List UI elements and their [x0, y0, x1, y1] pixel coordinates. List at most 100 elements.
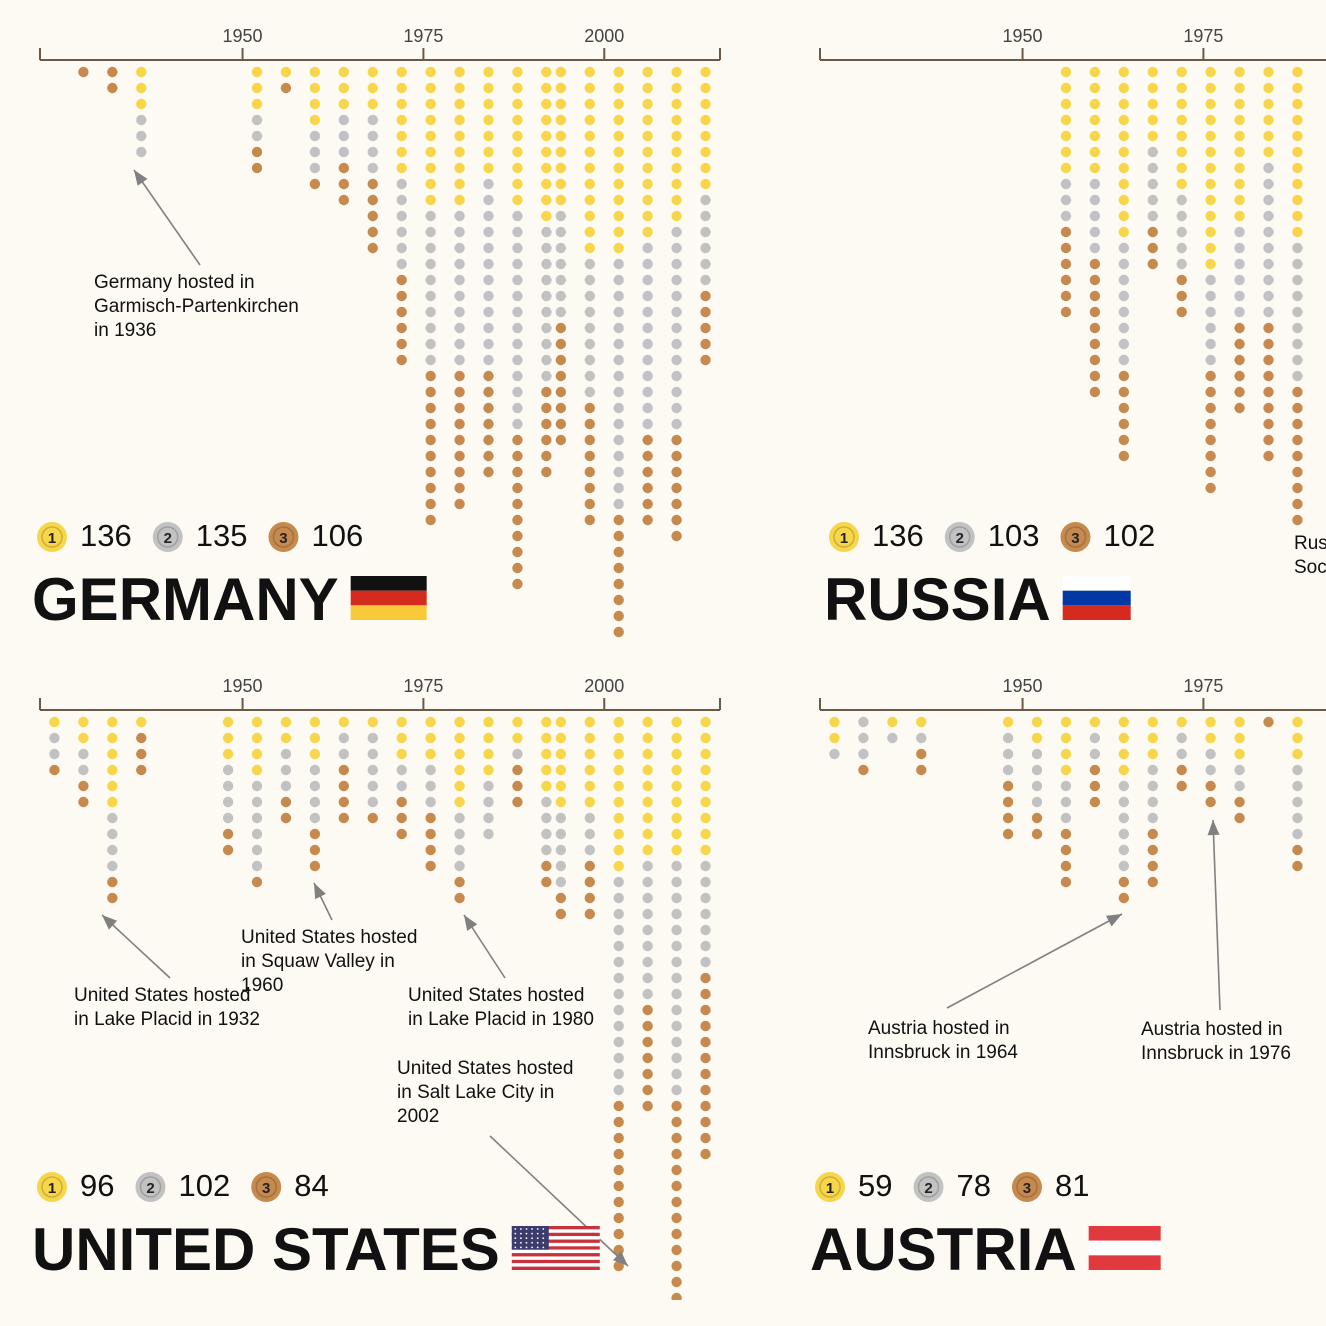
silver-medal-dot-2002 [613, 940, 624, 952]
bronze-medal-dot-1968 [1147, 828, 1158, 840]
silver-medal-dot-1952 [251, 844, 263, 856]
bronze-medal-dot-1960 [309, 178, 321, 190]
gold-medal-dot-1994 [555, 114, 567, 126]
gold-medal-dot-1988 [512, 146, 523, 158]
gold-medal-dot-1992 [541, 716, 552, 728]
bronze-medal-dot-2002 [613, 594, 624, 606]
bronze-medal-dot-1936 [136, 748, 147, 760]
gold-medal-dot-1998 [584, 66, 595, 78]
gold-medal-dot-1976 [425, 194, 436, 206]
bronze-medal-icon [1011, 1172, 1042, 1202]
gold-medal-dot-1980 [1234, 130, 1245, 142]
gold-medal-dot-1968 [1147, 716, 1158, 728]
bronze-medal-dot-2010 [671, 514, 682, 526]
gold-medal-dot-1988 [1292, 66, 1303, 78]
gold-medal-dot-1960 [309, 114, 321, 126]
gold-medal-dot-1960 [1089, 146, 1101, 158]
gold-medal-dot-1994 [555, 716, 567, 728]
silver-medal-dot-1964 [338, 732, 350, 744]
gold-medal-dot-1994 [555, 82, 567, 94]
silver-medal-dot-2002 [613, 924, 624, 936]
bronze-medal-dot-1988 [1292, 434, 1303, 446]
gold-medal-dot-1948 [222, 716, 234, 728]
silver-medal-dot-1988 [512, 210, 523, 222]
silver-medal-dot-2010 [671, 274, 682, 286]
bronze-medal-dot-1972 [396, 796, 407, 808]
silver-medal-dot-1960 [309, 162, 321, 174]
silver-medal-dot-1988 [512, 290, 523, 302]
silver-medal-dot-1956 [1060, 812, 1072, 824]
bronze-medal-dot-1988 [1292, 844, 1303, 856]
annotation-line: in Lake Placid in 1980 [408, 1009, 594, 1030]
gold-medal-dot-1976 [1205, 242, 1216, 254]
gold-medal-dot-2010 [671, 98, 682, 110]
bronze-medal-count: 102 [1103, 518, 1155, 553]
gold-medal-dot-1980 [1234, 732, 1245, 744]
gold-medal-dot-1992 [541, 130, 552, 142]
arrowhead-icon [1105, 914, 1122, 927]
silver-medal-dot-1976 [1205, 748, 1216, 760]
bronze-medal-dot-1994 [555, 354, 567, 366]
silver-medal-dot-2002 [613, 1036, 624, 1048]
bronze-medal-dot-1948 [1002, 796, 1014, 808]
bronze-medal-dot-2002 [613, 1164, 624, 1176]
gold-medal-dot-1988 [1292, 226, 1303, 238]
gold-medal-dot-1988 [512, 178, 523, 190]
silver-medal-dot-2006 [642, 956, 653, 968]
silver-medal-dot-1960 [1089, 732, 1101, 744]
arrowhead-icon [612, 1251, 628, 1266]
bronze-medal-dot-1928 [78, 796, 89, 808]
gold-medal-dot-1952 [251, 764, 263, 776]
bronze-medal-dot-2014 [700, 1036, 711, 1048]
silver-medal-dot-1984 [483, 274, 494, 286]
gold-medal-dot-1980 [454, 146, 465, 158]
silver-medal-rank: 2 [146, 1180, 154, 1197]
arrowhead-icon [102, 915, 118, 930]
gold-medal-dot-1960 [1089, 114, 1101, 126]
gold-medal-dot-1976 [425, 66, 436, 78]
gold-medal-dot-1976 [1205, 82, 1216, 94]
gold-medal-dot-2014 [700, 716, 711, 728]
bronze-medal-dot-2006 [642, 482, 653, 494]
host-annotation: Germany hosted in Garmisch-Partenkirchen i… [94, 272, 299, 341]
bronze-medal-dot-1960 [1089, 370, 1101, 382]
bronze-medal-dot-1998 [584, 402, 595, 414]
bronze-medal-dot-1976 [425, 418, 436, 430]
bronze-medal-dot-1968 [367, 812, 378, 824]
gold-medal-dot-1964 [1118, 146, 1130, 158]
gold-medal-dot-1960 [309, 716, 321, 728]
silver-medal-icon [913, 1172, 944, 1202]
bronze-medal-dot-1984 [1263, 450, 1274, 462]
gold-medal-dot-1994 [555, 162, 567, 174]
bronze-medal-dot-1948 [1002, 780, 1014, 792]
bronze-medal-dot-1984 [483, 418, 494, 430]
host-annotation: Austria hosted in Innsbruck in 1964 [868, 1018, 1018, 1063]
silver-medal-dot-1924 [829, 748, 840, 760]
bronze-medal-dot-1976 [1205, 402, 1216, 414]
bronze-medal-dot-1952 [251, 146, 263, 158]
bronze-medal-dot-1948 [1002, 828, 1014, 840]
silver-medal-dot-1992 [541, 306, 552, 318]
bronze-medal-dot-1932 [107, 892, 118, 904]
silver-medal-dot-1998 [584, 306, 595, 318]
bronze-medal-dot-1928 [78, 66, 89, 78]
bronze-medal-dot-1960 [309, 828, 321, 840]
silver-medal-dot-1976 [1205, 306, 1216, 318]
silver-medal-dot-2002 [613, 482, 624, 494]
silver-medal-dot-2002 [613, 354, 624, 366]
silver-medal-dot-2002 [613, 1068, 624, 1080]
silver-medal-dot-1960 [309, 130, 321, 142]
silver-medal-dot-1960 [309, 146, 321, 158]
bronze-medal-dot-1956 [1060, 860, 1072, 872]
bronze-medal-dot-1984 [483, 466, 494, 478]
gold-medal-dot-2006 [642, 130, 653, 142]
gold-medal-dot-2014 [700, 98, 711, 110]
gold-medal-dot-1952 [251, 82, 263, 94]
silver-medal-dot-1994 [555, 828, 567, 840]
annotation-line: in 1936 [94, 320, 156, 341]
gold-medal-dot-1952 [251, 66, 263, 78]
bronze-medal-dot-1988 [1292, 402, 1303, 414]
silver-medal-dot-1928 [858, 716, 869, 728]
silver-medal-dot-1972 [1176, 242, 1187, 254]
